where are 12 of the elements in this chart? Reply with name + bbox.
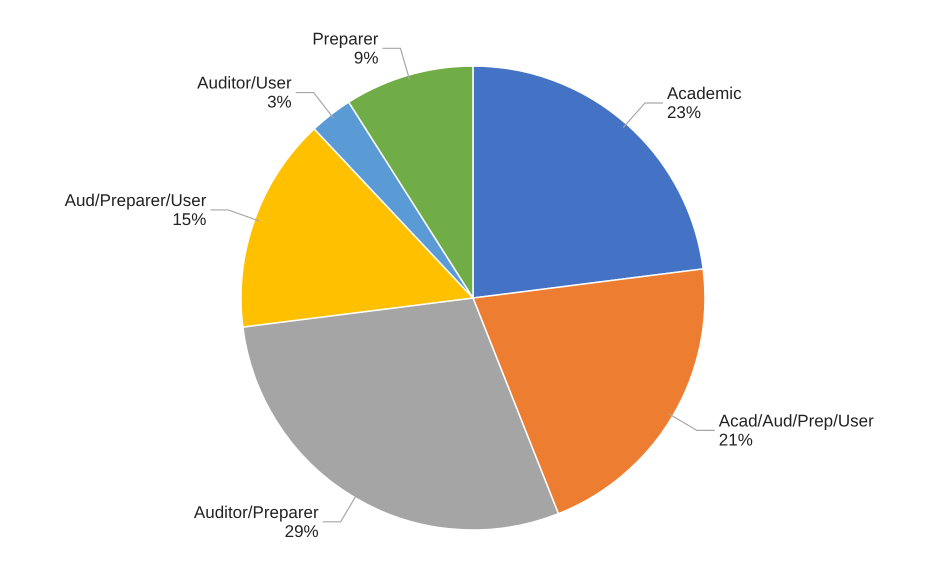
slice-label: Acad/Aud/Prep/User <box>718 411 874 430</box>
data-label: 29% <box>284 522 319 541</box>
data-label: 23% <box>666 102 701 122</box>
slice-label: Auditor/Preparer <box>194 502 319 522</box>
data-label: 21% <box>718 430 753 450</box>
data-label: 15% <box>172 210 206 229</box>
slice-label: Auditor/User <box>197 74 292 93</box>
data-label: 9% <box>354 48 378 68</box>
data-label: 3% <box>267 92 292 112</box>
slice-label: Aud/Preparer/User <box>64 190 207 210</box>
slice-label: Preparer <box>312 29 379 48</box>
slice-label: Academic <box>666 84 742 103</box>
